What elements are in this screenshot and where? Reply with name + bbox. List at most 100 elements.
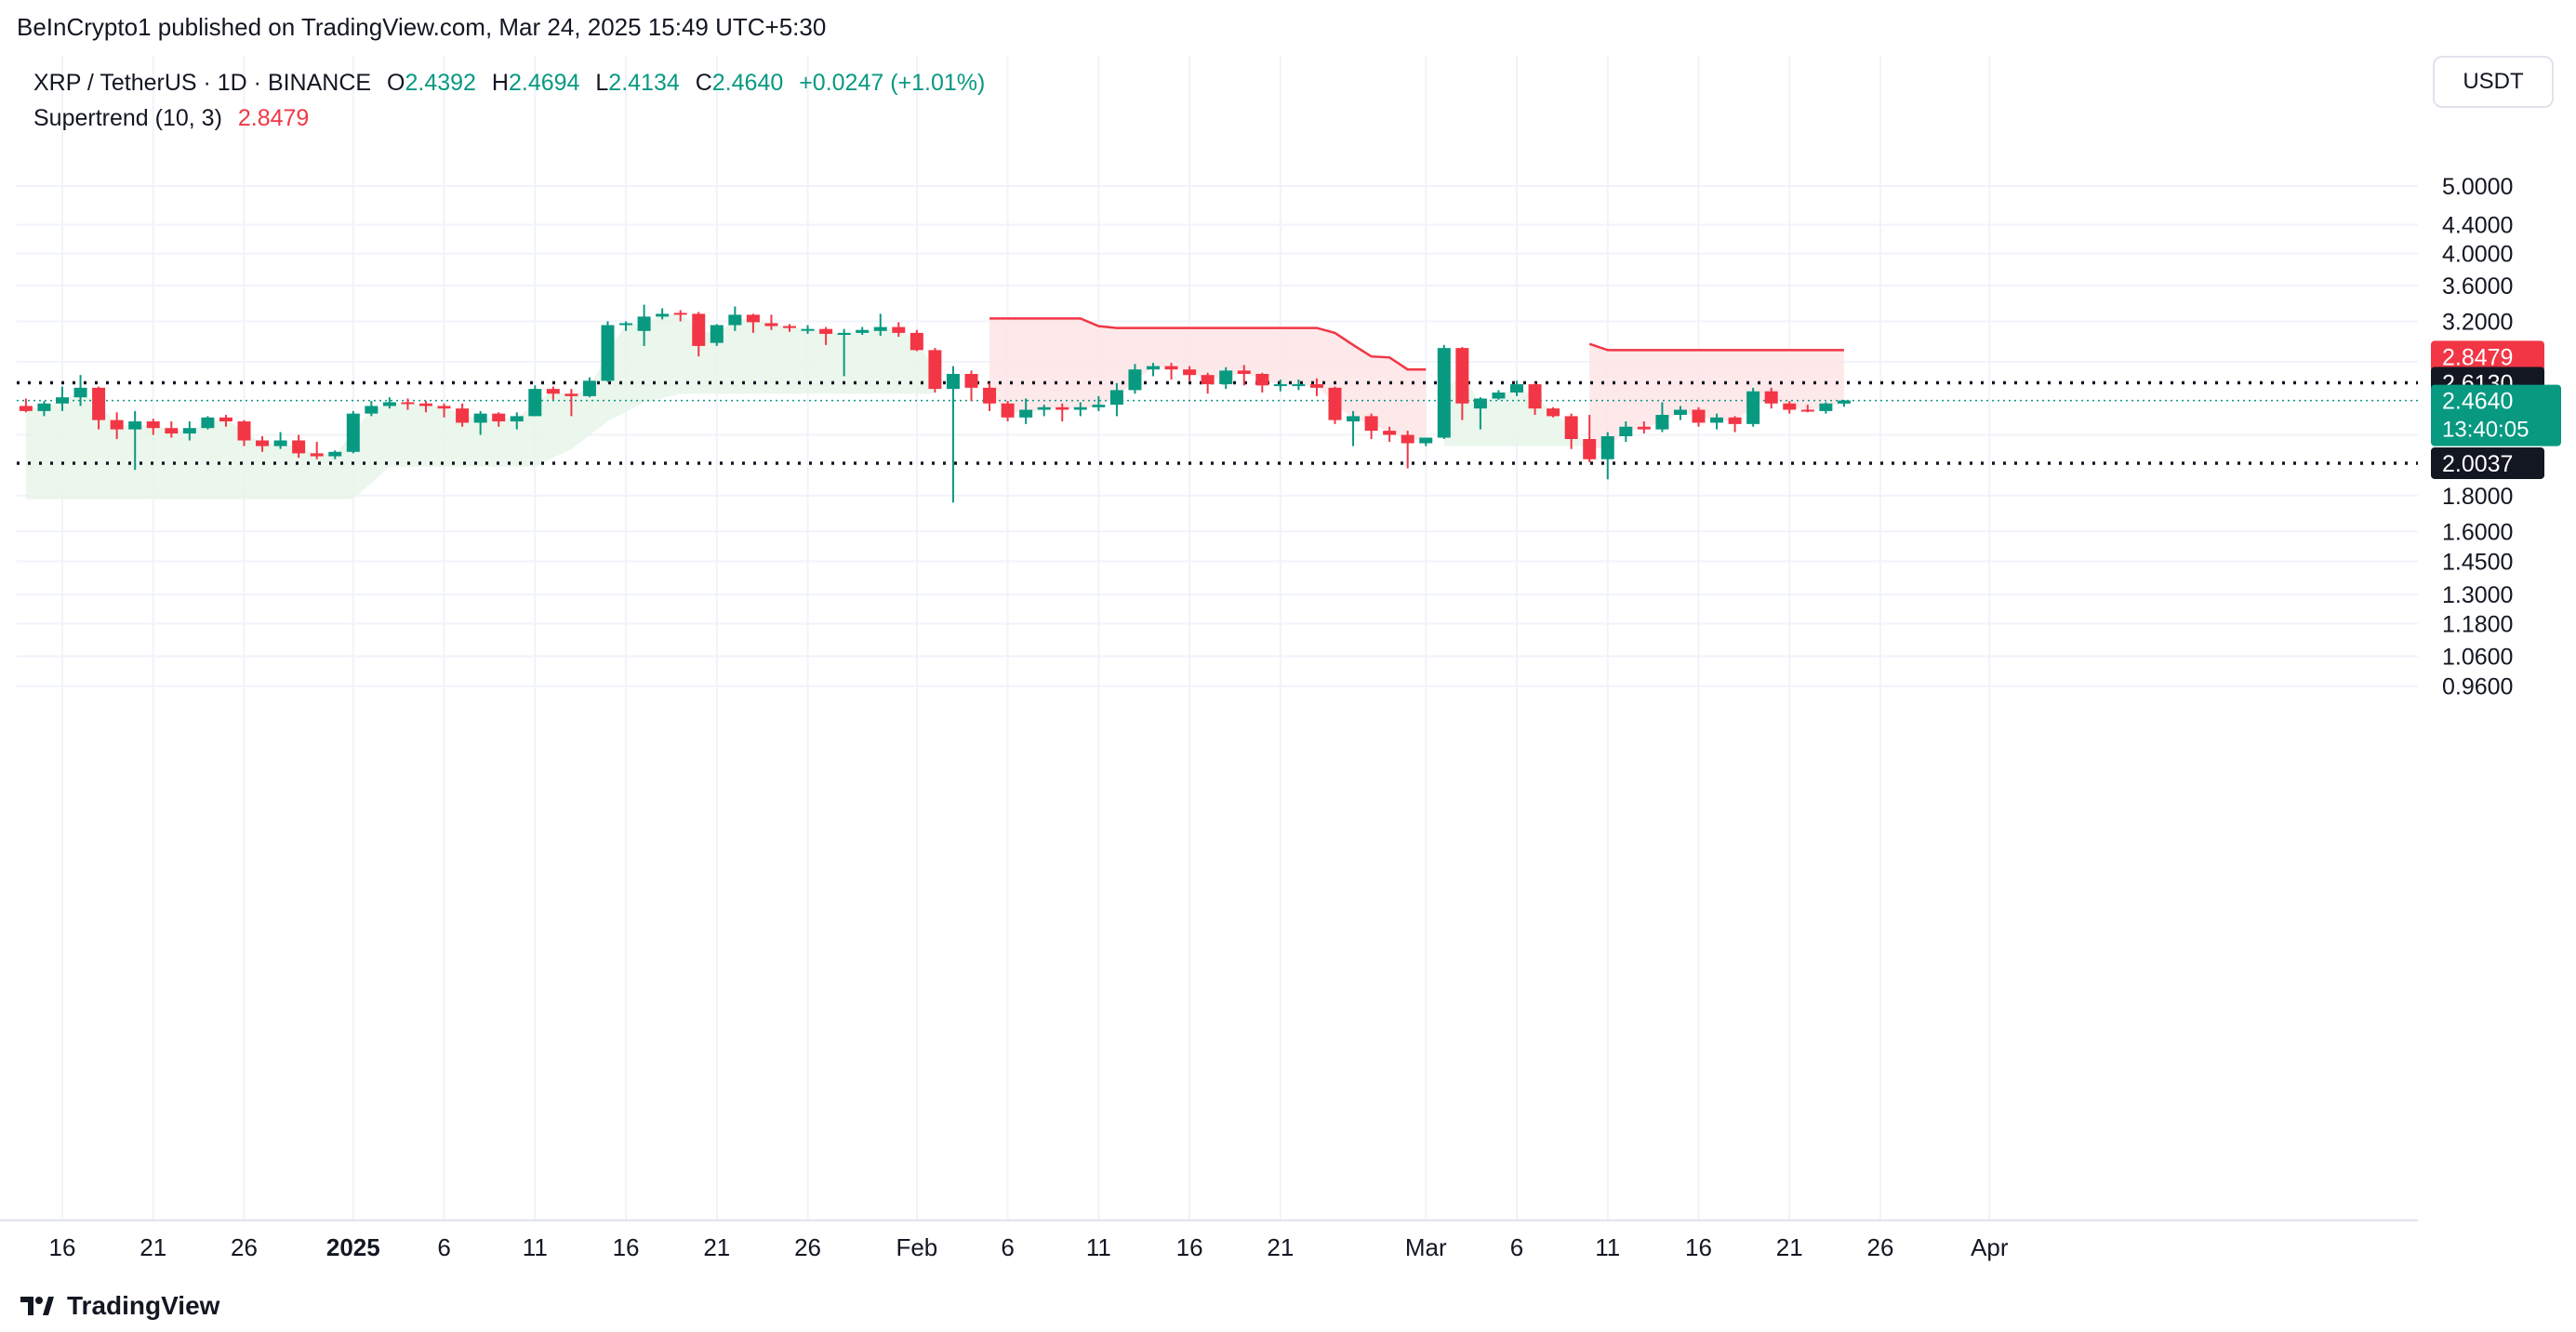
candle-body (128, 421, 142, 430)
price-tick-label: 3.2000 (2442, 309, 2513, 335)
candle-body (856, 329, 870, 333)
candle-body (728, 314, 742, 326)
candle-body (37, 403, 51, 411)
candle-body (1547, 408, 1560, 417)
candle-body (365, 406, 378, 414)
candle-body (892, 326, 906, 333)
time-tick-label: 6 (1510, 1233, 1523, 1261)
candle-body (1583, 438, 1597, 460)
time-tick-label: 6 (1001, 1233, 1014, 1261)
time-tick-label: Feb (896, 1233, 937, 1261)
footer-brand: TradingView (67, 1291, 220, 1320)
candle-body (964, 373, 978, 388)
candle-body (528, 389, 542, 417)
candle-body (1728, 417, 1742, 424)
candle-body (1837, 400, 1851, 404)
supertrend-up-fill (1443, 374, 1590, 449)
candle-body (564, 393, 578, 396)
candle-body (1019, 409, 1033, 418)
time-tick-label: 21 (1776, 1233, 1803, 1261)
candle-body (1328, 387, 1342, 420)
candle-body (1183, 369, 1197, 376)
candle-body (456, 408, 470, 423)
candle-body (201, 417, 215, 429)
time-tick-label: 26 (1867, 1233, 1894, 1261)
candle-body (819, 328, 833, 334)
candle-body (473, 413, 487, 423)
candle-body (110, 420, 124, 430)
time-tick-label: 16 (49, 1233, 76, 1261)
candle-body (783, 326, 796, 328)
candle-body (237, 421, 251, 441)
candle-body (1710, 417, 1724, 423)
time-tick-label: Mar (1405, 1233, 1447, 1261)
bar-countdown-label: 13:40:05 (2442, 418, 2529, 443)
candle-body (1510, 384, 1523, 393)
candle-body (1455, 348, 1469, 404)
candle-body (1201, 375, 1215, 385)
candle-body (546, 389, 560, 394)
ohlc-high: H2.4694 (491, 70, 580, 96)
time-tick-label: 21 (139, 1233, 166, 1261)
price-change: +0.0247 (+1.01%) (799, 70, 986, 96)
ohlc-open: O2.4392 (387, 70, 476, 96)
candle-body (382, 402, 396, 406)
candle-body (928, 350, 942, 390)
price-tick-label: 1.8000 (2442, 484, 2513, 510)
chart-legend: XRP / TetherUS · 1D · BINANCE O2.4392 H2… (33, 65, 994, 136)
time-axis: 16 21 26 2025 6 11 16 21 26 Feb 6 11 16 21 Mar 6 11 16 21 2… (49, 1233, 2009, 1261)
supertrend-down-line (989, 317, 1427, 371)
candle-body (801, 328, 815, 331)
indicator-value: 2.8479 (237, 105, 310, 131)
candle-body (1401, 434, 1414, 444)
candle-body (656, 313, 670, 317)
candle-body (873, 326, 887, 331)
candle-body (1273, 384, 1287, 387)
ohlc-close: C2.4640 (695, 70, 784, 96)
time-tick-label: 21 (703, 1233, 730, 1261)
candle-body (1692, 409, 1706, 423)
price-tick-label: 1.3000 (2442, 582, 2513, 608)
time-tick-label: 2025 (326, 1233, 380, 1261)
candle-body (292, 440, 306, 454)
currency-selector[interactable]: USDT (2433, 56, 2554, 108)
candle-body (837, 332, 851, 336)
symbol-title[interactable]: XRP / TetherUS · 1D · BINANCE (33, 70, 372, 96)
time-tick-label: Apr (1971, 1233, 2009, 1261)
indicator-title[interactable]: Supertrend (10, 3) (33, 105, 222, 131)
candle-body (1564, 416, 1578, 439)
candle-body (673, 313, 687, 315)
candle-body (1419, 437, 1433, 444)
candle-body (165, 428, 179, 434)
candle-body (764, 323, 778, 326)
candle-body (419, 403, 432, 406)
time-tick-label: 26 (231, 1233, 258, 1261)
candle-body (510, 416, 524, 422)
price-tick-label: 3.6000 (2442, 273, 2513, 300)
candle-body (746, 314, 760, 323)
candle-body (1783, 403, 1797, 410)
candle-body (1255, 373, 1269, 386)
price-tick-label: 4.4000 (2442, 213, 2513, 239)
candle-body (1473, 398, 1487, 409)
candle-body (946, 373, 960, 390)
candle-body (1383, 431, 1397, 435)
candle-body (710, 325, 724, 343)
grid-lines (17, 56, 2418, 1220)
candle-body (1819, 403, 1833, 411)
horizontal-levels (17, 380, 2418, 465)
candle-body (983, 387, 997, 404)
candle-body (1764, 391, 1778, 404)
supertrend-price-label: 2.8479 (2442, 344, 2513, 370)
candle-body (256, 440, 270, 446)
candle-body (1309, 384, 1323, 388)
candle-body (1600, 436, 1614, 460)
candle-body (1147, 366, 1160, 370)
published-info: BeInCrypto1 published on TradingView.com… (17, 13, 827, 41)
candle-body (1001, 403, 1015, 418)
candle-body (73, 387, 87, 398)
candle-body (1037, 406, 1051, 410)
candle-body (346, 413, 360, 452)
candle-body (601, 325, 615, 381)
